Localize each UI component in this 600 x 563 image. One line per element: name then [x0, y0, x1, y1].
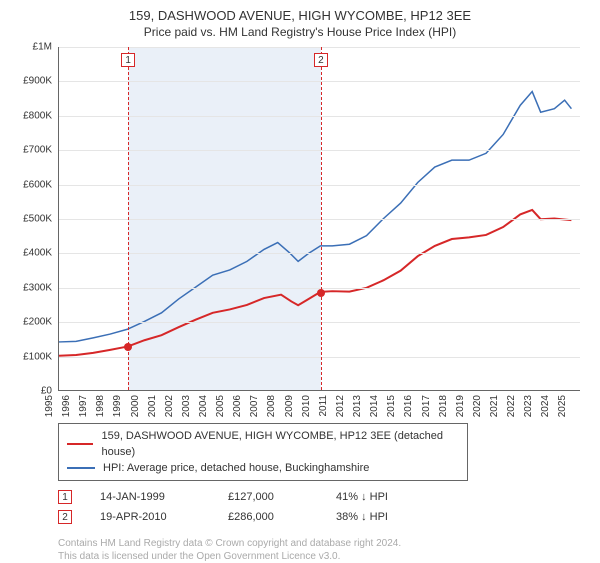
- gridline: [59, 357, 580, 358]
- sale-date: 14-JAN-1999: [100, 487, 200, 507]
- gridline: [59, 219, 580, 220]
- gridline: [59, 253, 580, 254]
- legend-item: HPI: Average price, detached house, Buck…: [67, 460, 459, 476]
- legend-label: 159, DASHWOOD AVENUE, HIGH WYCOMBE, HP12…: [101, 428, 459, 460]
- sale-point-dot: [124, 343, 132, 351]
- legend-box: 159, DASHWOOD AVENUE, HIGH WYCOMBE, HP12…: [58, 423, 468, 481]
- gridline: [59, 322, 580, 323]
- y-tick-label: £100K: [10, 351, 52, 362]
- x-tick-label: 2025: [557, 395, 585, 417]
- legend-swatch: [67, 467, 95, 469]
- legend-label: HPI: Average price, detached house, Buck…: [103, 460, 369, 476]
- chart-subtitle: Price paid vs. HM Land Registry's House …: [10, 25, 590, 39]
- gridline: [59, 150, 580, 151]
- sale-hpi-diff: 41% ↓ HPI: [336, 487, 426, 507]
- sale-marker-badge: 1: [121, 53, 135, 67]
- sale-row: 1 14-JAN-1999 £127,000 41% ↓ HPI: [58, 487, 590, 507]
- y-tick-label: £300K: [10, 282, 52, 293]
- legend-item: 159, DASHWOOD AVENUE, HIGH WYCOMBE, HP12…: [67, 428, 459, 460]
- sale-point-dot: [317, 289, 325, 297]
- series-hpi: [59, 92, 571, 342]
- y-tick-label: £1M: [10, 42, 52, 53]
- footer-attribution: Contains HM Land Registry data © Crown c…: [58, 537, 590, 563]
- gridline: [59, 116, 580, 117]
- sale-marker-line: [321, 47, 322, 390]
- sale-row: 2 19-APR-2010 £286,000 38% ↓ HPI: [58, 507, 590, 527]
- sale-date: 19-APR-2010: [100, 507, 200, 527]
- series-property: [59, 210, 571, 356]
- gridline: [59, 185, 580, 186]
- y-tick-label: £600K: [10, 179, 52, 190]
- sale-price: £286,000: [228, 507, 308, 527]
- footer-line: Contains HM Land Registry data © Crown c…: [58, 537, 590, 550]
- sale-price: £127,000: [228, 487, 308, 507]
- gridline: [59, 81, 580, 82]
- plot-region: 12: [58, 47, 580, 391]
- y-tick-label: £900K: [10, 76, 52, 87]
- gridline: [59, 47, 580, 48]
- sale-number-badge: 2: [58, 510, 72, 524]
- y-tick-label: £400K: [10, 248, 52, 259]
- footer-line: This data is licensed under the Open Gov…: [58, 550, 590, 563]
- chart-area: £0£100K£200K£300K£400K£500K£600K£700K£80…: [10, 47, 590, 419]
- sale-marker-badge: 2: [314, 53, 328, 67]
- sale-number-badge: 1: [58, 490, 72, 504]
- y-tick-label: £800K: [10, 110, 52, 121]
- sale-hpi-diff: 38% ↓ HPI: [336, 507, 426, 527]
- legend-swatch: [67, 443, 93, 445]
- sales-table: 1 14-JAN-1999 £127,000 41% ↓ HPI 2 19-APR-201…: [58, 487, 590, 527]
- chart-title: 159, DASHWOOD AVENUE, HIGH WYCOMBE, HP12…: [10, 8, 590, 23]
- y-tick-label: £200K: [10, 317, 52, 328]
- y-tick-label: £700K: [10, 145, 52, 156]
- y-tick-label: £500K: [10, 214, 52, 225]
- sale-marker-line: [128, 47, 129, 390]
